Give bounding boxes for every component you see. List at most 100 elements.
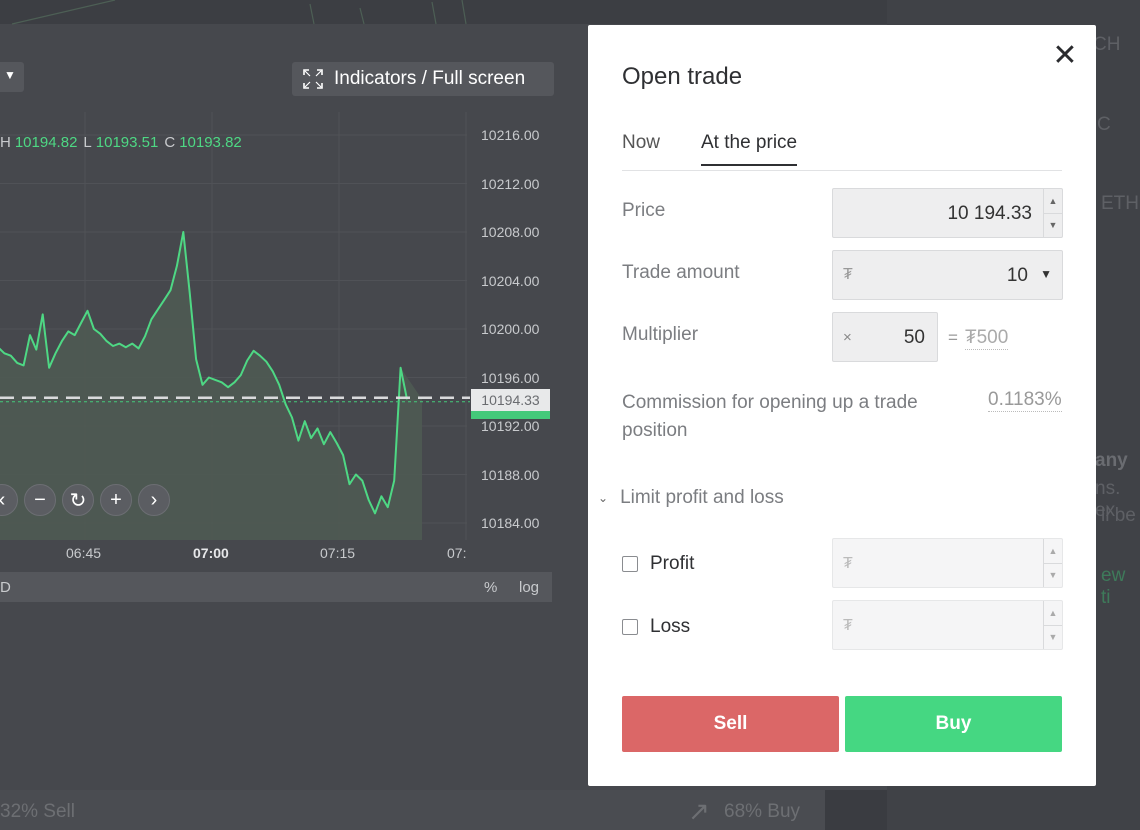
dialog-title: Open trade	[622, 63, 743, 90]
increment-button[interactable]: ▲	[1044, 601, 1062, 626]
caret-down-icon: ▼	[1040, 267, 1052, 281]
reset-zoom-button[interactable]: ↻	[62, 484, 94, 516]
profit-stepper: ▲ ▼	[1043, 539, 1062, 587]
scroll-left-button[interactable]: ‹	[0, 484, 18, 516]
order-type-tabs: Now At the price	[622, 129, 1062, 171]
ohlc-readout: H 10194.82 L 10193.51 C 10193.82	[0, 134, 248, 151]
sentiment-bar: 32% Sell ↗ 68% Buy	[0, 790, 825, 830]
decrement-button[interactable]: ▼	[1048, 570, 1058, 581]
price-value: 10 194.33	[947, 203, 1032, 224]
chart-footer: D % log	[0, 572, 552, 602]
price-stepper: ▲ ▼	[1043, 189, 1062, 237]
background-trace	[359, 7, 365, 25]
minus-icon: −	[34, 488, 46, 511]
faded-text: ns. ex	[1095, 478, 1121, 521]
y-tick: 10196.00	[481, 370, 540, 386]
caret-down-icon: ▼	[4, 68, 16, 82]
decrement-button[interactable]: ▼	[1048, 632, 1058, 643]
multiplier-result: ₮500	[965, 327, 1009, 350]
commission-label: Commission for opening up a trade positi…	[622, 392, 918, 441]
background-trace	[11, 0, 116, 25]
background-trace	[309, 3, 315, 25]
price-chart[interactable]	[0, 0, 887, 790]
zoom-in-button[interactable]: +	[100, 484, 132, 516]
price-line	[0, 231, 408, 515]
chevron-left-icon: ‹	[0, 489, 5, 512]
ohlc-l-label: L	[83, 134, 92, 151]
limit-label: Limit profit and loss	[620, 487, 784, 508]
ohlc-c-label: C	[164, 134, 176, 151]
y-tick: 10208.00	[481, 224, 540, 240]
limit-profit-loss-toggle[interactable]: ⌄ Limit profit and loss	[598, 487, 784, 509]
loss-input[interactable]: ₮ ▲ ▼	[832, 600, 1063, 650]
log-scale-toggle[interactable]: log	[519, 579, 540, 596]
profit-checkbox[interactable]	[622, 556, 638, 572]
multiplier-label: Multiplier	[622, 324, 699, 345]
y-tick: 10216.00	[481, 127, 540, 143]
decrement-button[interactable]: ▼	[1048, 220, 1058, 231]
x-tick: 07:15	[320, 545, 356, 561]
ohlc-h-label: H	[0, 134, 11, 151]
x-tick: 07:	[447, 545, 467, 561]
background-trace	[461, 0, 467, 25]
loss-checkbox[interactable]	[622, 619, 638, 635]
currency-icon: ₮	[843, 617, 853, 634]
percent-scale-toggle[interactable]: %	[484, 579, 498, 596]
indicators-label: Indicators / Full screen	[334, 68, 526, 89]
arrow-up-right-icon: ↗	[688, 796, 710, 826]
open-trade-dialog: Open trade ✕ Now At the price Price 10 1…	[588, 25, 1096, 786]
equals-sign: =	[948, 328, 958, 347]
area-fill	[0, 232, 422, 540]
multiply-icon: ×	[843, 329, 852, 346]
ohlc-c-value: 10193.82	[179, 134, 242, 151]
tab-now[interactable]: Now	[622, 132, 661, 153]
multiplier-select[interactable]: × 50	[832, 312, 938, 362]
ohlc-h-value: 10194.82	[14, 134, 78, 151]
tab-at-the-price[interactable]: At the price	[701, 132, 798, 166]
chevron-right-icon: ›	[150, 488, 158, 511]
currency-icon: ₮	[843, 555, 853, 572]
sell-percentage: 32% Sell	[0, 801, 75, 822]
scroll-right-button[interactable]: ›	[138, 484, 170, 516]
commission-value: 0.1183%	[988, 389, 1062, 412]
y-tick: 10188.00	[481, 467, 540, 483]
faded-text: CH	[1093, 34, 1121, 55]
zoom-controls: ‹ − ↻ + ›	[0, 484, 170, 516]
timeframe-dropdown[interactable]: ▼	[0, 62, 24, 92]
faded-text: C	[1097, 114, 1111, 135]
sell-button[interactable]: Sell	[622, 696, 839, 752]
profit-input[interactable]: ₮ ▲ ▼	[832, 538, 1063, 588]
y-tick: 10204.00	[481, 273, 540, 289]
increment-button[interactable]: ▲	[1044, 539, 1062, 564]
x-tick: 07:00	[193, 545, 229, 561]
refresh-icon: ↻	[69, 489, 87, 512]
faded-text: any	[1095, 450, 1128, 471]
indicators-fullscreen-button[interactable]: Indicators / Full screen	[292, 62, 554, 96]
fullscreen-icon	[303, 69, 323, 89]
x-tick: 06:45	[66, 545, 102, 561]
zoom-out-button[interactable]: −	[24, 484, 56, 516]
faded-text: ETH	[1101, 193, 1139, 214]
trade-amount-label: Trade amount	[622, 262, 740, 283]
y-tick: 10212.00	[481, 176, 540, 192]
buy-button[interactable]: Buy	[845, 696, 1062, 752]
profit-label: Profit	[650, 553, 695, 574]
faded-text: ll be	[1101, 505, 1136, 526]
faded-text: ew ti	[1101, 565, 1126, 608]
close-icon[interactable]: ✕	[1052, 39, 1078, 72]
multiplier-value: 50	[903, 327, 925, 348]
chevron-down-icon: ⌄	[598, 491, 609, 505]
increment-button[interactable]: ▲	[1044, 189, 1062, 214]
buy-percentage: 68% Buy	[724, 801, 801, 822]
y-tick: 10184.00	[481, 515, 540, 531]
current-price-tag: 10194.33	[471, 389, 550, 411]
background-trace	[431, 1, 437, 25]
footer-left-label: D	[0, 579, 11, 596]
top-strip	[0, 0, 887, 24]
ohlc-l-value: 10193.51	[95, 134, 159, 151]
loss-label: Loss	[650, 616, 691, 637]
trade-amount-select[interactable]: ₮ 10 ▼	[832, 250, 1063, 300]
price-input[interactable]: 10 194.33 ▲ ▼	[832, 188, 1063, 238]
y-tick: 10200.00	[481, 321, 540, 337]
loss-stepper: ▲ ▼	[1043, 601, 1062, 649]
